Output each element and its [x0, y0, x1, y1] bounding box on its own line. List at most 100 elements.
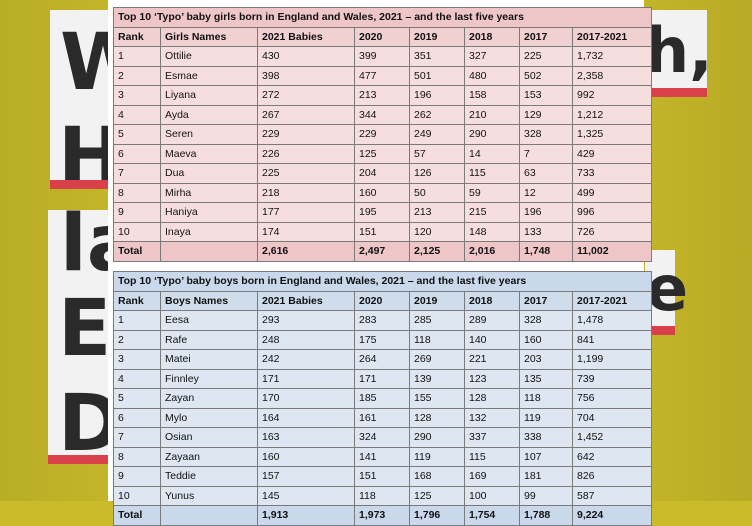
table-cell: 290 [464, 124, 520, 145]
table-cell: 135 [519, 368, 573, 389]
table-cell: 14 [464, 143, 520, 164]
poster-red-stripe [645, 88, 707, 97]
poster-panel-right-top [645, 10, 707, 90]
table-cell: 285 [409, 310, 465, 331]
table-cell: 133 [519, 221, 573, 242]
table-cell: 118 [354, 485, 410, 506]
poster-red-stripe [645, 326, 675, 335]
table-cell: 125 [354, 143, 410, 164]
table-cell: Matei [160, 349, 258, 370]
table-cell: 262 [409, 104, 465, 125]
table-header-row: Rank Girls Names 2021 Babies 2020 2019 2… [113, 26, 652, 47]
table-cell: 351 [409, 46, 465, 67]
poster-panel-left-bottom [48, 210, 108, 460]
boys-table-title: Top 10 ‘Typo’ baby boys born in England … [113, 271, 652, 292]
table-cell: 2,497 [354, 241, 410, 262]
table-header-row: Rank Boys Names 2021 Babies 2020 2019 20… [113, 290, 652, 311]
column-header: Rank [113, 290, 161, 311]
table-cell: 204 [354, 163, 410, 184]
table-cell: 174 [257, 221, 355, 242]
table-cell: 123 [464, 368, 520, 389]
table-cell: 158 [464, 85, 520, 106]
table-cell: Ayda [160, 104, 258, 125]
table-cell: 155 [409, 388, 465, 409]
table-cell: Haniya [160, 202, 258, 223]
table-cell: 264 [354, 349, 410, 370]
table-cell: 269 [409, 349, 465, 370]
table-cell: 1,199 [572, 349, 652, 370]
table-cell: 195 [354, 202, 410, 223]
table-cell: 1,478 [572, 310, 652, 331]
table-cell: 290 [409, 427, 465, 448]
table-cell: 324 [354, 427, 410, 448]
table-cell: 229 [257, 124, 355, 145]
table-cell: 344 [354, 104, 410, 125]
table-cell: 157 [257, 466, 355, 487]
table-cell: 1 [113, 310, 161, 331]
table-cell: 642 [572, 446, 652, 467]
table-cell: 1,325 [572, 124, 652, 145]
column-header: 2017 [519, 26, 573, 47]
column-header: 2018 [464, 26, 520, 47]
table-cell: Liyana [160, 85, 258, 106]
table-row: 5 Zayan 170 185 155 128 118 756 [113, 388, 652, 409]
table-row: 4 Ayda 267 344 262 210 129 1,212 [113, 104, 652, 125]
table-cell: 119 [409, 446, 465, 467]
table-cell: 139 [409, 368, 465, 389]
table-cell: 120 [409, 221, 465, 242]
table-cell: 99 [519, 485, 573, 506]
table-cell: 398 [257, 65, 355, 86]
table-cell: 739 [572, 368, 652, 389]
poster-letter: h, [645, 14, 713, 87]
table-cell: 272 [257, 85, 355, 106]
table-cell: 63 [519, 163, 573, 184]
table-row: 3 Matei 242 264 269 221 203 1,199 [113, 349, 652, 370]
table-cell: 151 [354, 221, 410, 242]
table-cell: 175 [354, 329, 410, 350]
table-row: 9 Teddie 157 151 168 169 181 826 [113, 466, 652, 487]
table-cell: 480 [464, 65, 520, 86]
girls-table: Top 10 ‘Typo’ baby girls born in England… [113, 7, 652, 262]
table-cell: 399 [354, 46, 410, 67]
table-cell: 1,913 [257, 505, 355, 526]
table-cell: 501 [409, 65, 465, 86]
table-cell: 328 [519, 310, 573, 331]
table-cell: Mylo [160, 407, 258, 428]
table-cell: 126 [409, 163, 465, 184]
table-cell: 429 [572, 143, 652, 164]
table-cell: 7 [113, 427, 161, 448]
table-cell: Mirha [160, 182, 258, 203]
table-cell: 171 [354, 368, 410, 389]
table-cell: 2 [113, 65, 161, 86]
table-cell: 225 [257, 163, 355, 184]
table-row: 8 Zayaan 160 141 119 115 107 642 [113, 446, 652, 467]
table-row: 10 Yunus 145 118 125 100 99 587 [113, 485, 652, 506]
table-cell: 107 [519, 446, 573, 467]
table-cell: 148 [464, 221, 520, 242]
poster-red-stripe [48, 455, 108, 464]
table-row: 5 Seren 229 229 249 290 328 1,325 [113, 124, 652, 145]
table-cell: Finnley [160, 368, 258, 389]
table-title-row: Top 10 ‘Typo’ baby boys born in England … [113, 271, 652, 292]
table-cell: 229 [354, 124, 410, 145]
table-cell: 168 [409, 466, 465, 487]
table-cell: 50 [409, 182, 465, 203]
column-header: Boys Names [160, 290, 258, 311]
table-cell: 9 [113, 466, 161, 487]
table-cell: 3 [113, 349, 161, 370]
table-cell: 163 [257, 427, 355, 448]
table-cell: 1,452 [572, 427, 652, 448]
table-row: 10 Inaya 174 151 120 148 133 726 [113, 221, 652, 242]
table-cell: 171 [257, 368, 355, 389]
table-cell: 1 [113, 46, 161, 67]
table-cell: 128 [464, 388, 520, 409]
table-cell: 8 [113, 182, 161, 203]
table-cell: 7 [113, 163, 161, 184]
table-cell: 4 [113, 368, 161, 389]
table-row: 8 Mirha 218 160 50 59 12 499 [113, 182, 652, 203]
table-cell: 169 [464, 466, 520, 487]
table-cell: 477 [354, 65, 410, 86]
table-cell: 283 [354, 310, 410, 331]
table-cell: 726 [572, 221, 652, 242]
table-cell: 213 [409, 202, 465, 223]
